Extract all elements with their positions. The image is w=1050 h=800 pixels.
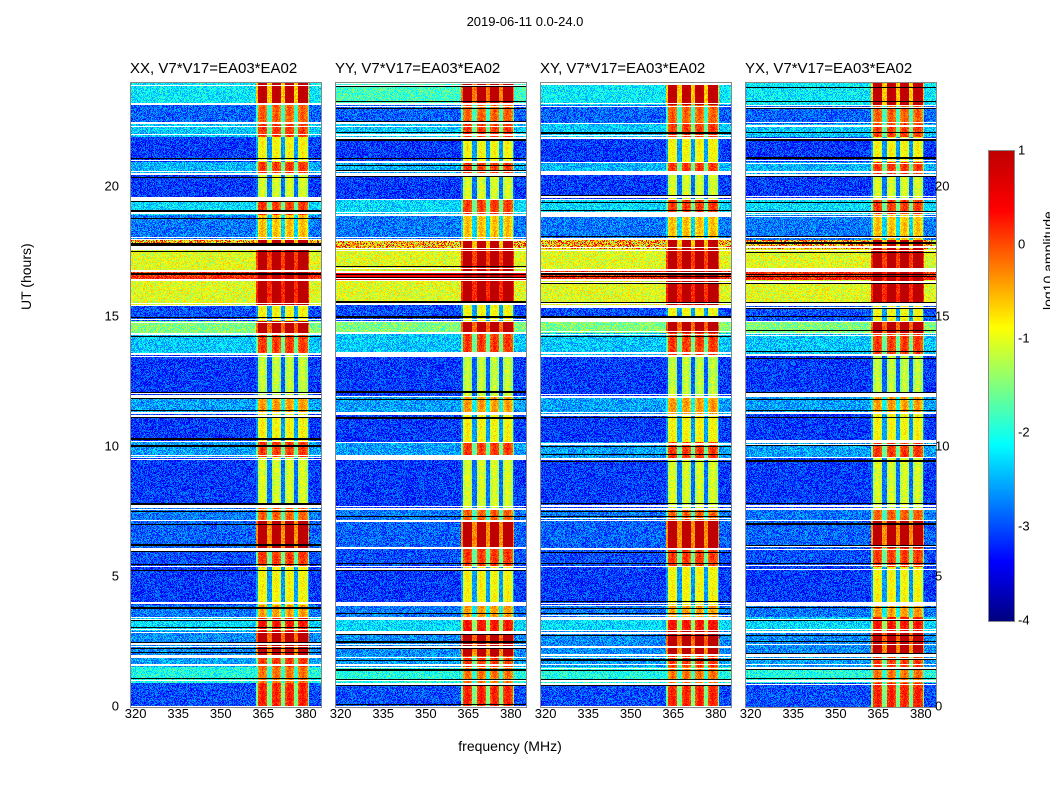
- xtick-label: 350: [620, 706, 642, 721]
- cbar-tick-label: -3: [1018, 519, 1030, 534]
- xtick-label: 350: [825, 706, 847, 721]
- ytick-label-right: 0: [935, 699, 942, 714]
- cbar-tick-label: -4: [1018, 613, 1030, 628]
- colorbar[interactable]: [988, 150, 1015, 622]
- xtick-label: 335: [782, 706, 804, 721]
- cbar-tick-label: 0: [1018, 237, 1025, 252]
- ytick-label-right: 10: [935, 439, 949, 454]
- ytick-label: 15: [105, 309, 119, 324]
- xtick-label: 320: [740, 706, 762, 721]
- xtick-label: 365: [867, 706, 889, 721]
- xtick-label: 320: [330, 706, 352, 721]
- figure-suptitle: 2019-06-11 0.0-24.0: [0, 14, 1050, 29]
- xtick-label: 350: [415, 706, 437, 721]
- cbar-tick-label: 1: [1018, 143, 1025, 158]
- ytick-label: 20: [105, 179, 119, 194]
- xtick-label: 365: [662, 706, 684, 721]
- ytick-label-right: 20: [935, 179, 949, 194]
- yaxis-ticks-right: 0 5 10 15 20: [935, 82, 965, 706]
- xtick-label: 320: [535, 706, 557, 721]
- xtick-label: 335: [372, 706, 394, 721]
- panel-title-0: XX, V7*V17=EA03*EA02: [130, 60, 297, 77]
- xtick-label: 320: [125, 706, 147, 721]
- xtick-label: 380: [705, 706, 727, 721]
- panel-title-3: YX, V7*V17=EA03*EA02: [745, 60, 912, 77]
- panel-title-2: XY, V7*V17=EA03*EA02: [540, 60, 705, 77]
- xtick-label: 335: [167, 706, 189, 721]
- yaxis-label: UT (hours): [18, 290, 34, 310]
- cbar-tick-label: -2: [1018, 425, 1030, 440]
- ytick-label-right: 15: [935, 309, 949, 324]
- xaxis-label: frequency (MHz): [130, 738, 890, 754]
- xtick-label: 380: [910, 706, 932, 721]
- panel-plot-yy[interactable]: [335, 82, 527, 708]
- panel-plot-xx[interactable]: [130, 82, 322, 708]
- colorbar-label: log10 amplitude: [1040, 290, 1050, 310]
- ytick-label-right: 5: [935, 569, 942, 584]
- panel-title-1: YY, V7*V17=EA03*EA02: [335, 60, 500, 77]
- xtick-label: 365: [252, 706, 274, 721]
- xtick-label: 350: [210, 706, 232, 721]
- xtick-label: 365: [457, 706, 479, 721]
- panel-plot-xy[interactable]: [540, 82, 732, 708]
- xtick-label: 380: [295, 706, 317, 721]
- xtick-label: 335: [577, 706, 599, 721]
- ytick-label: 0: [112, 699, 119, 714]
- xtick-label: 380: [500, 706, 522, 721]
- ytick-label: 5: [112, 569, 119, 584]
- cbar-tick-label: -1: [1018, 331, 1030, 346]
- ytick-label: 10: [105, 439, 119, 454]
- yaxis-ticks-left: 0 5 10 15 20: [95, 82, 125, 706]
- panel-plot-yx[interactable]: [745, 82, 937, 708]
